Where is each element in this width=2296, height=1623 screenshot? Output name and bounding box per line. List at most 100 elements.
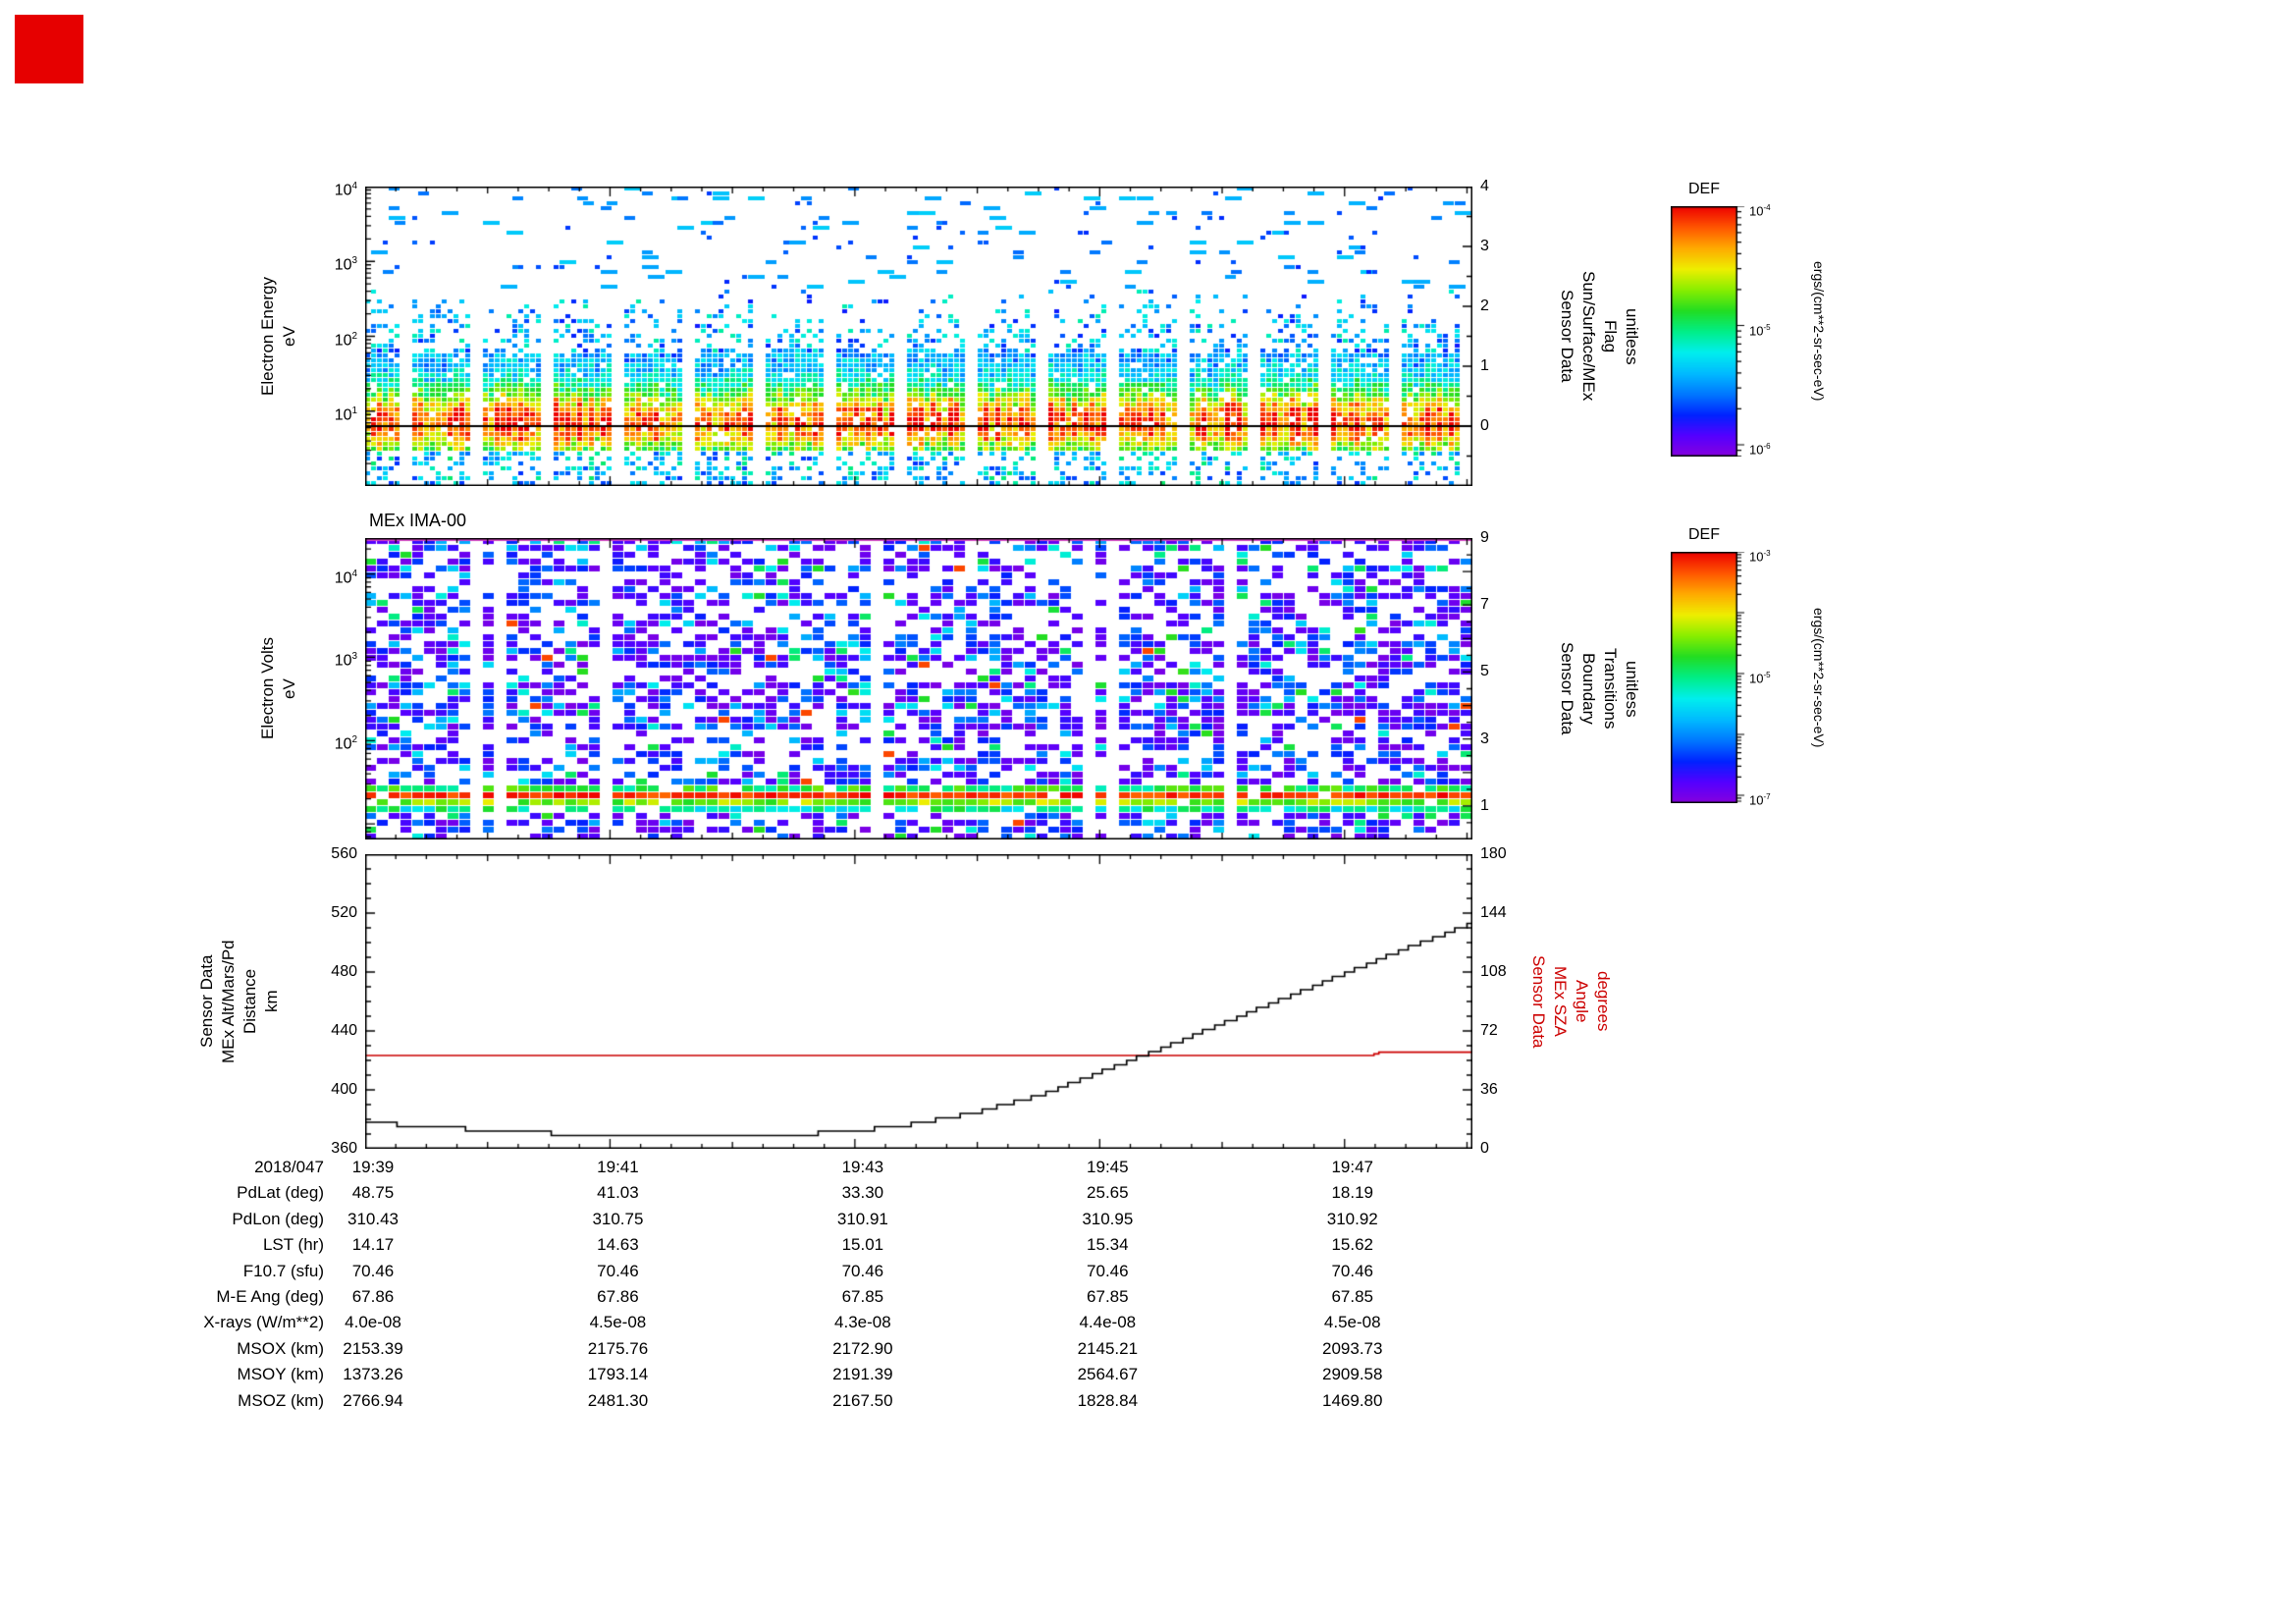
- alt-tick-label: 480: [331, 963, 357, 980]
- table-cell: 2564.67: [1077, 1365, 1139, 1384]
- sza-tick-label: 0: [1480, 1140, 1489, 1157]
- ima-spectrogram-canvas: [365, 538, 1472, 839]
- table-row-label: MSOY (km): [237, 1365, 324, 1384]
- els-right-axis-label: Sensor Data Sun/Surface/MEx Flag unitles…: [1558, 271, 1641, 402]
- table-cell: 1373.26: [343, 1365, 403, 1384]
- table-cell: 2145.21: [1077, 1338, 1139, 1358]
- colorbar-tick-label: 10-6: [1749, 442, 1771, 458]
- els-flag-tick-label: 4: [1480, 178, 1489, 194]
- colorbar2: [1671, 552, 1749, 803]
- sza-tick-label: 36: [1480, 1081, 1498, 1098]
- alt-tick-label: 400: [331, 1081, 357, 1098]
- alt-tick-label: 440: [331, 1022, 357, 1039]
- table-cell: 2153.39: [343, 1338, 403, 1358]
- table-cell: 1828.84: [1077, 1390, 1139, 1410]
- table-cell: 67.85: [841, 1287, 884, 1306]
- table-cell: 70.46: [841, 1261, 884, 1280]
- table-cell: 70.46: [1087, 1261, 1129, 1280]
- table-cell: 310.43: [347, 1209, 399, 1228]
- table-row-label: M-E Ang (deg): [216, 1287, 324, 1306]
- table-cell: 19:41: [597, 1158, 639, 1176]
- table-row-label: 2018/047: [254, 1158, 324, 1176]
- alt-tick-label: 520: [331, 904, 357, 921]
- table-cell: 2191.39: [832, 1365, 893, 1384]
- table-row-label: F10.7 (sfu): [242, 1261, 324, 1280]
- altitude-sza-plot-canvas: [365, 854, 1472, 1149]
- table-cell: 14.17: [351, 1235, 395, 1255]
- table-cell: 310.92: [1326, 1209, 1378, 1228]
- ima-bt-tick-label: 5: [1480, 663, 1489, 680]
- table-cell: 67.85: [1331, 1287, 1374, 1306]
- table-cell: 1469.80: [1322, 1390, 1383, 1410]
- ima-title: MEx IMA-00: [369, 511, 467, 530]
- els-flag-tick-label: 2: [1480, 298, 1489, 314]
- table-cell: 70.46: [351, 1261, 395, 1280]
- table-cell: 2175.76: [587, 1338, 649, 1358]
- red-marker: [15, 15, 83, 83]
- table-cell: 19:47: [1331, 1158, 1374, 1176]
- sza-tick-label: 144: [1480, 904, 1507, 921]
- table-cell: 15.34: [1087, 1235, 1129, 1255]
- table-cell: 4.3e-08: [834, 1313, 891, 1332]
- ima-right-axis-label: Sensor Data Boundary Transitions unitles…: [1558, 642, 1641, 735]
- table-row-label: MSOZ (km): [238, 1390, 324, 1410]
- sza-right-axis-label: Sensor Data MEx SZA Angle degrees: [1529, 954, 1613, 1049]
- colorbar-tick-label: 10-5: [1749, 671, 1771, 686]
- alt-left-axis-label: Sensor Data MEx Alt/Mars/Pd Distance km: [197, 940, 281, 1063]
- table-cell: 4.5e-08: [589, 1313, 647, 1332]
- els-flag-tick-label: 1: [1480, 357, 1489, 374]
- sza-tick-label: 108: [1480, 963, 1507, 980]
- ima-ytick-label: 103: [334, 651, 357, 670]
- ima-bt-tick-label: 3: [1480, 730, 1489, 747]
- table-cell: 41.03: [597, 1183, 639, 1203]
- table-row-label: X-rays (W/m**2): [203, 1313, 324, 1332]
- els-ytick-label: 104: [334, 181, 357, 199]
- table-row-label: PdLon (deg): [232, 1209, 324, 1228]
- table-cell: 15.62: [1331, 1235, 1374, 1255]
- table-cell: 2909.58: [1322, 1365, 1383, 1384]
- table-cell: 2167.50: [832, 1390, 893, 1410]
- table-cell: 310.95: [1082, 1209, 1134, 1228]
- table-row-label: LST (hr): [262, 1235, 324, 1255]
- table-cell: 19:45: [1087, 1158, 1129, 1176]
- table-cell: 2766.94: [343, 1390, 403, 1410]
- table-cell: 70.46: [1331, 1261, 1374, 1280]
- colorbar2-title: DEF: [1688, 526, 1720, 543]
- colorbar-tick-label: 10-7: [1749, 792, 1771, 808]
- colorbar-tick-label: 10-4: [1749, 203, 1771, 219]
- colorbar-tick-label: 10-3: [1749, 549, 1771, 565]
- table-cell: 2093.73: [1322, 1338, 1383, 1358]
- table-cell: 25.65: [1087, 1183, 1129, 1203]
- table-cell: 14.63: [597, 1235, 639, 1255]
- colorbar1: [1671, 206, 1749, 457]
- table-cell: 48.75: [351, 1183, 395, 1203]
- els-flag-tick-label: 3: [1480, 238, 1489, 254]
- table-row-label: PdLat (deg): [237, 1183, 324, 1203]
- table-cell: 2481.30: [587, 1390, 649, 1410]
- table-cell: 2172.90: [832, 1338, 893, 1358]
- alt-tick-label: 360: [331, 1140, 357, 1157]
- sza-tick-label: 180: [1480, 845, 1507, 862]
- table-cell: 15.01: [841, 1235, 884, 1255]
- colorbar1-unit-label: ergs/(cm**2-sr-sec-eV): [1811, 261, 1827, 402]
- table-cell: 4.4e-08: [1079, 1313, 1137, 1332]
- els-spectrogram-canvas: [365, 187, 1472, 486]
- table-cell: 4.5e-08: [1323, 1313, 1381, 1332]
- table-cell: 33.30: [841, 1183, 884, 1203]
- els-ytick-label: 101: [334, 405, 357, 424]
- ima-ytick-label: 104: [334, 568, 357, 586]
- table-cell: 19:43: [841, 1158, 884, 1176]
- table-cell: 67.86: [597, 1287, 639, 1306]
- els-ytick-label: 102: [334, 330, 357, 349]
- colorbar1-title: DEF: [1688, 181, 1720, 197]
- els-ytick-label: 103: [334, 255, 357, 274]
- sza-tick-label: 72: [1480, 1022, 1498, 1039]
- colorbar-tick-label: 10-5: [1749, 322, 1771, 338]
- table-cell: 4.0e-08: [345, 1313, 401, 1332]
- table-cell: 19:39: [351, 1158, 395, 1176]
- ima-bt-tick-label: 1: [1480, 796, 1489, 814]
- alt-tick-label: 560: [331, 845, 357, 862]
- colorbar2-unit-label: ergs/(cm**2-sr-sec-eV): [1811, 607, 1827, 748]
- table-cell: 310.75: [592, 1209, 644, 1228]
